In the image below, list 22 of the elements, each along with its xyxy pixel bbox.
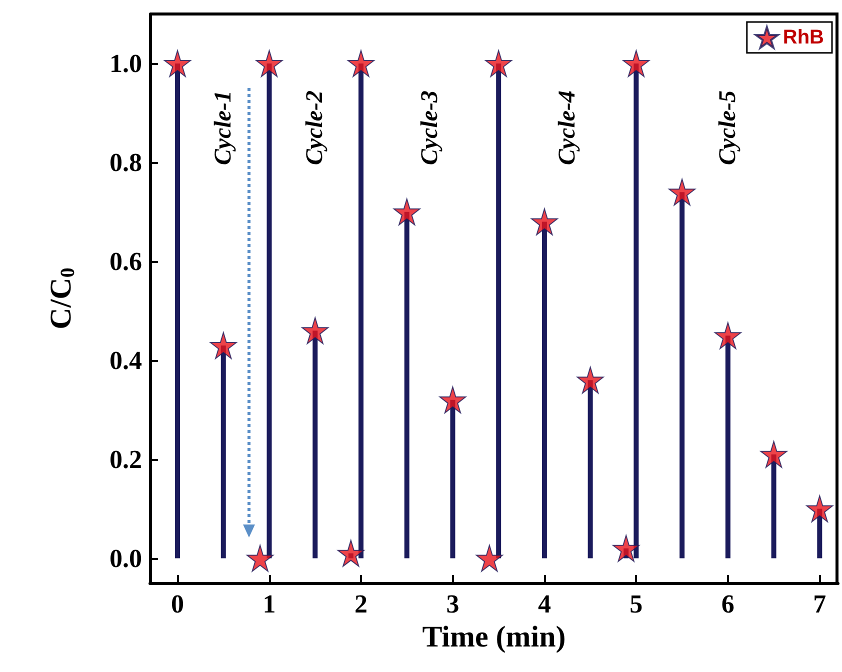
- annotation: Cycle-3: [416, 90, 443, 166]
- x-axis-title: Time (min): [422, 620, 566, 654]
- y-tick-label: 0.6: [110, 246, 142, 276]
- y-tick-label: 0.4: [110, 346, 142, 375]
- annotation: Cycle-2: [302, 90, 328, 166]
- x-tick-label: 0: [171, 590, 184, 618]
- x-tick-label: 1: [262, 590, 276, 618]
- x-tick-label: 7: [813, 590, 826, 618]
- x-tick-label: 6: [721, 590, 734, 618]
- y-tick-label: 0.8: [110, 148, 142, 177]
- annotation: Cycle-4: [554, 90, 580, 166]
- x-tick-label: 5: [630, 590, 643, 618]
- legend-label: RhB: [782, 26, 824, 48]
- annotation: Cycle-1: [210, 90, 236, 166]
- y-axis-title: C/C0: [44, 268, 79, 330]
- x-tick-label: 3: [446, 590, 460, 618]
- annotation: Cycle-5: [714, 90, 741, 166]
- y-tick-label: 0.0: [110, 544, 142, 573]
- x-tick-label: 4: [538, 590, 551, 618]
- y-tick-label: 1.0: [110, 48, 142, 78]
- x-tick-label: 2: [354, 590, 368, 618]
- y-tick-label: 0.2: [110, 444, 142, 474]
